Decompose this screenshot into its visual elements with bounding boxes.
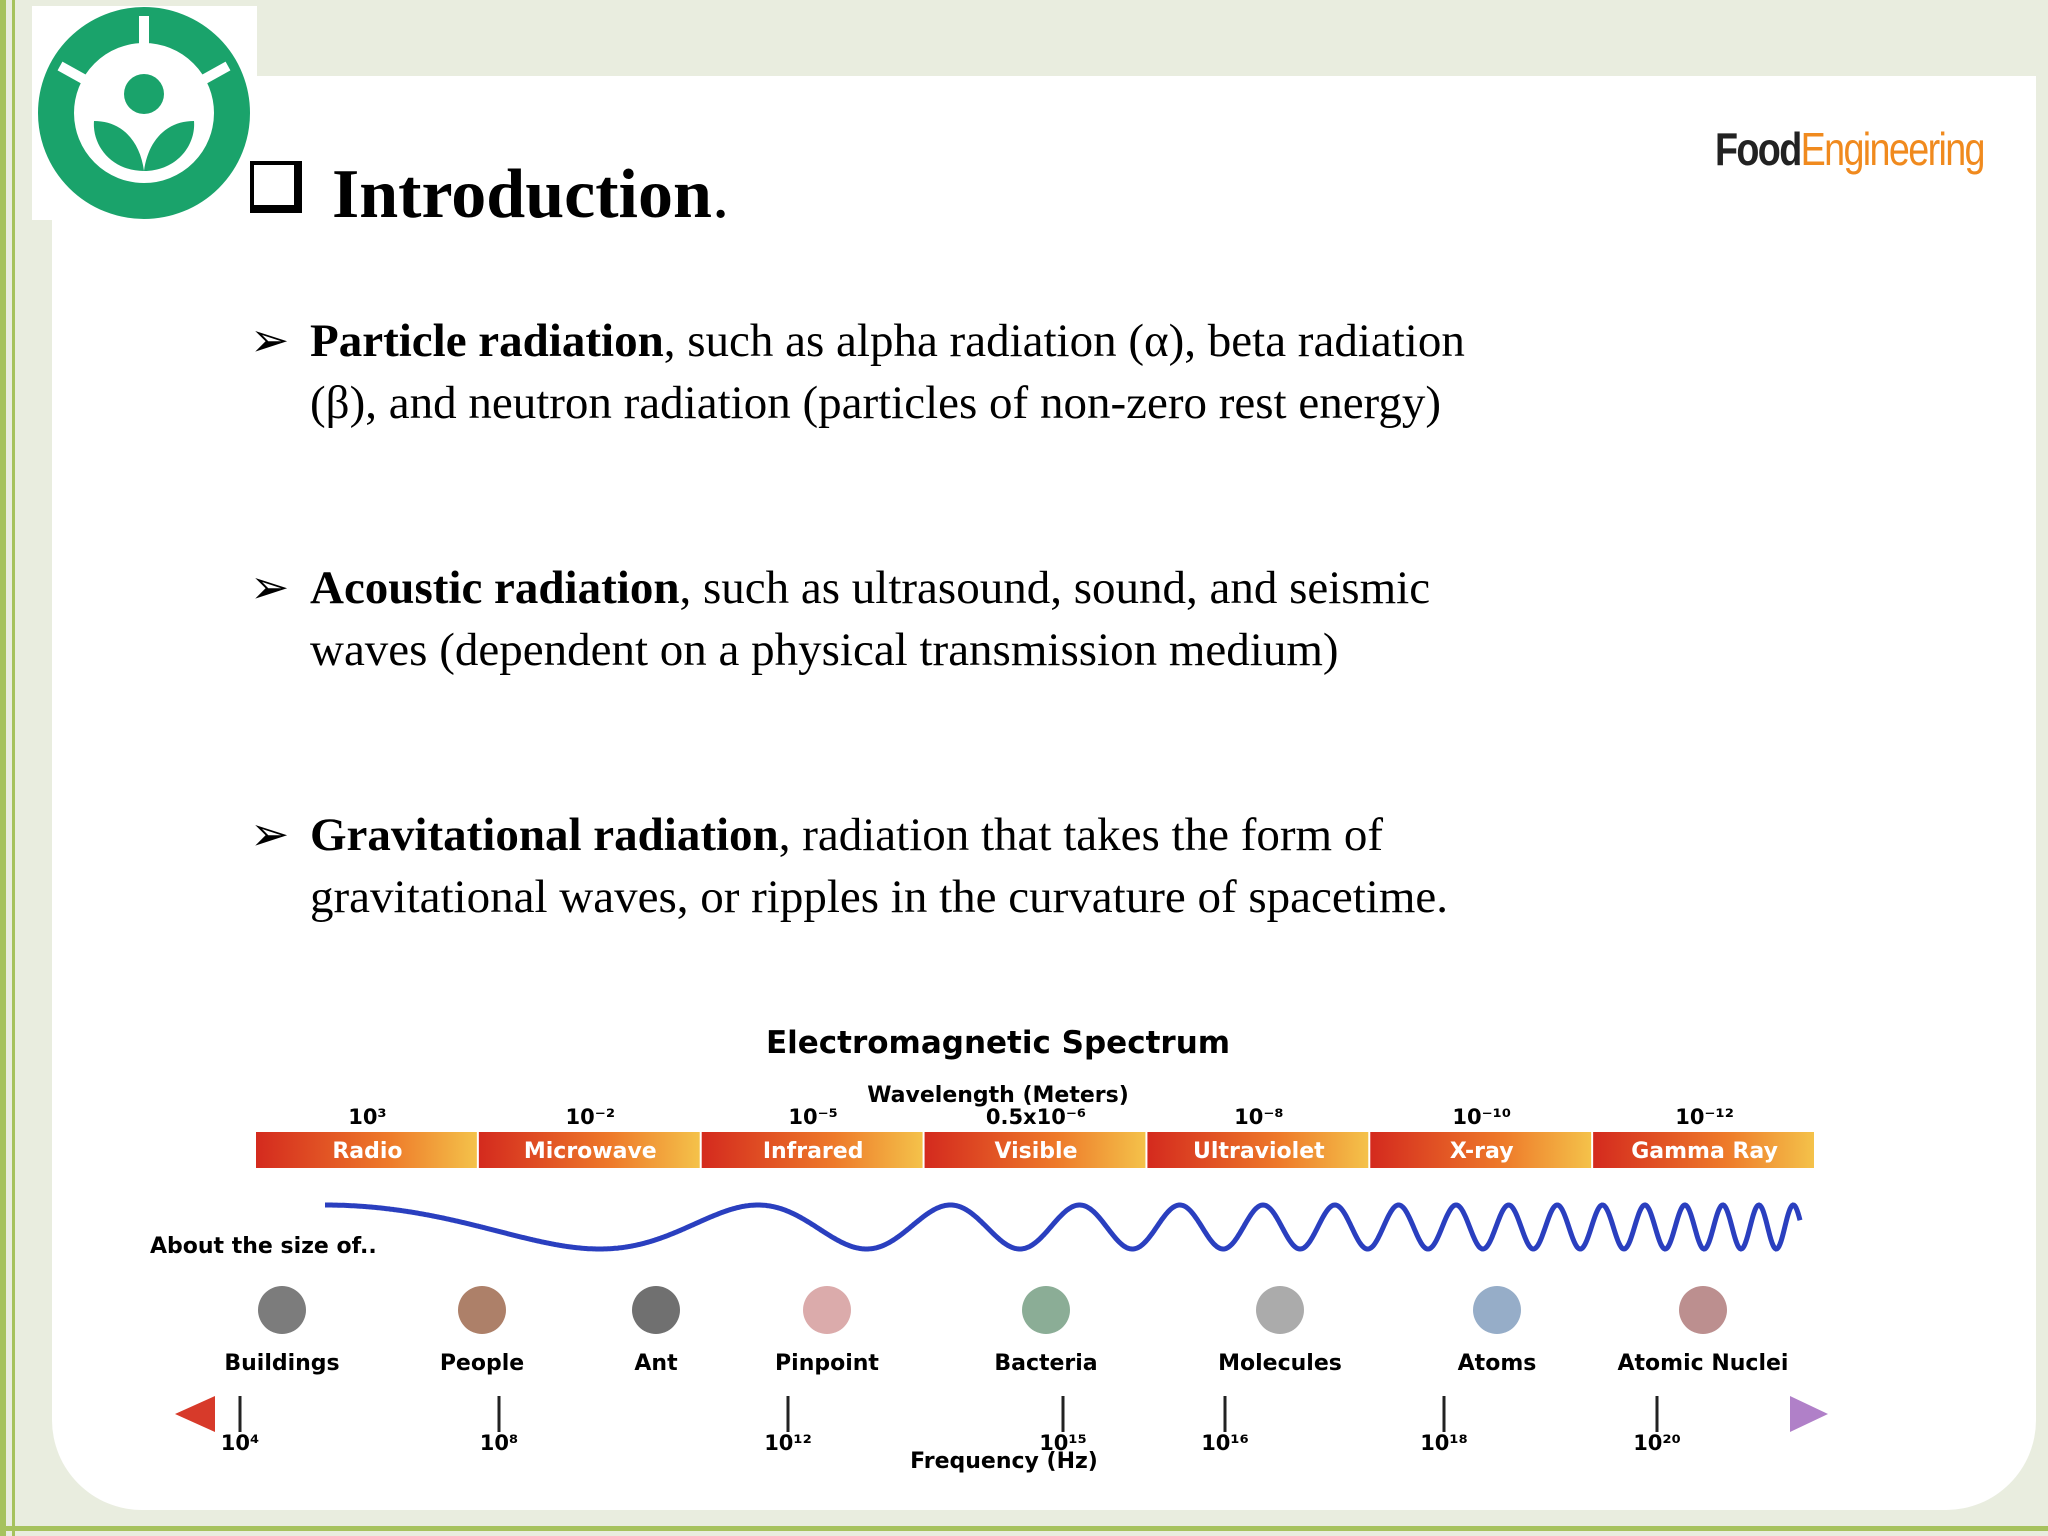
frequency-label: 10¹⁵	[1039, 1431, 1087, 1455]
axis-arrow	[1790, 1396, 1828, 1432]
band-label: X-ray	[1450, 1139, 1514, 1164]
band	[256, 1132, 477, 1168]
band-label: Ultraviolet	[1193, 1139, 1325, 1164]
title-suffix: .	[711, 156, 730, 233]
band-label: Gamma Ray	[1631, 1139, 1778, 1164]
logo	[32, 6, 257, 220]
frequency-label: 10⁴	[221, 1431, 259, 1455]
border	[12, 0, 15, 1536]
band-label: Visible	[994, 1139, 1077, 1164]
axis-title: Wavelength (Meters)	[867, 1083, 1129, 1108]
bullet: ➢ Acoustic radiation, such as ultrasound,…	[250, 562, 1431, 676]
object-icon	[458, 1286, 506, 1334]
object-icon	[1473, 1286, 1521, 1334]
frequency-label: 10¹⁶	[1201, 1431, 1249, 1455]
size-label: About the size of..	[150, 1234, 377, 1259]
band	[701, 1132, 923, 1168]
bullet-bold: Acoustic radiation	[310, 562, 680, 614]
band-label: Microwave	[524, 1139, 657, 1164]
frequency-label: 10¹⁸	[1420, 1431, 1468, 1455]
object-label: Molecules	[1218, 1351, 1342, 1376]
object-icon	[803, 1286, 851, 1334]
wavelength-label: 10³	[348, 1105, 386, 1129]
band	[478, 1132, 700, 1168]
wavelength-label: 10⁻²	[566, 1105, 616, 1129]
band	[1593, 1132, 1814, 1168]
bullet-text: , such as alpha radiation (α), beta radi…	[310, 315, 1465, 429]
wavelength-label: 10⁻¹²	[1675, 1105, 1734, 1129]
wave	[325, 1202, 1803, 1252]
bullet-bold: Gravitational radiation	[310, 809, 779, 861]
band-label: Infrared	[763, 1139, 864, 1164]
wavelength-label: 0.5x10⁻⁶	[986, 1105, 1086, 1129]
band-label: Radio	[332, 1139, 402, 1164]
bullet: ➢ Particle radiation, such as alpha radia…	[250, 315, 1465, 429]
brand-text: Food	[1715, 123, 1802, 175]
slide-title: Introduction.	[250, 155, 729, 235]
wavelength-label: 10⁻⁵	[788, 1105, 838, 1129]
border	[0, 0, 6, 1536]
figure-title: Electromagnetic Spectrum	[766, 1025, 1230, 1061]
object-icon	[258, 1286, 306, 1334]
object-label: Ant	[634, 1351, 678, 1376]
band	[924, 1132, 1146, 1168]
title-icon	[250, 161, 302, 213]
object-label: Buildings	[224, 1351, 339, 1376]
band	[1370, 1132, 1592, 1168]
object-label: Pinpoint	[775, 1351, 879, 1376]
border	[0, 1526, 2048, 1531]
object-icon	[632, 1286, 680, 1334]
brand-text: Engineering	[1800, 123, 1986, 175]
logo-icon	[38, 7, 250, 219]
wavelength-label: 10⁻¹⁰	[1452, 1105, 1511, 1129]
object-icon	[1256, 1286, 1304, 1334]
object-label: Bacteria	[994, 1351, 1097, 1376]
wavelength-label: 10⁻⁸	[1234, 1105, 1284, 1129]
bullet-bold: Particle radiation	[310, 315, 664, 367]
axis-title: Frequency (Hz)	[910, 1449, 1098, 1474]
bullet-text: , such as ultrasound, sound, and seismic…	[310, 562, 1431, 676]
object-icon	[1679, 1286, 1727, 1334]
brand-logo: FoodEngineering	[1715, 122, 1986, 176]
bullet-text: , radiation that takes the form of gravi…	[310, 809, 1449, 923]
band	[1147, 1132, 1369, 1168]
axis-arrow	[175, 1396, 215, 1432]
object-label: Atomic Nuclei	[1618, 1351, 1789, 1376]
object-icon	[1022, 1286, 1070, 1334]
title-text: Introduction	[332, 156, 712, 233]
content-panel	[52, 76, 2036, 1510]
object-label: People	[440, 1351, 524, 1376]
frequency-label: 10²⁰	[1633, 1431, 1681, 1455]
object-label: Atoms	[1458, 1351, 1537, 1376]
frequency-label: 10⁸	[480, 1431, 518, 1455]
bullet: ➢ Gravitational radiation, radiation that…	[250, 809, 1449, 923]
frequency-label: 10¹²	[764, 1431, 812, 1455]
